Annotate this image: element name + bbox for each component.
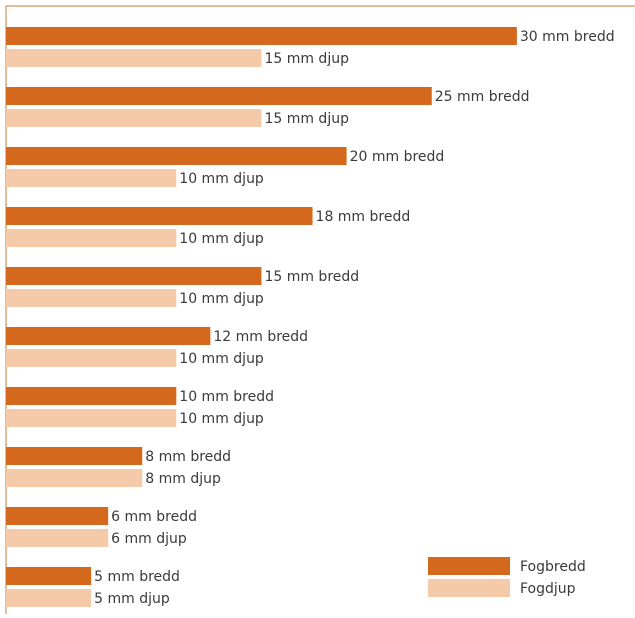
data-label-fogdjup-10: 5 mm djup: [94, 591, 170, 607]
data-label-fogbredd-7: 10 mm bredd: [179, 389, 274, 405]
data-label-fogdjup-9: 6 mm djup: [111, 531, 187, 547]
bar-fogdjup-7: [6, 409, 177, 427]
data-label-fogdjup-8: 8 mm djup: [145, 471, 221, 487]
bar-fogbredd-4: [6, 207, 313, 225]
data-label-fogbredd-4: 18 mm bredd: [316, 209, 411, 225]
legend-swatch-fogdjup: [428, 579, 510, 597]
bar-group: 30 mm bredd 15 mm djup 25 mm bredd 15 mm dj…: [6, 27, 615, 607]
data-label-fogdjup-7: 10 mm djup: [179, 411, 264, 427]
data-label-fogbredd-2: 25 mm bredd: [435, 89, 530, 105]
bar-fogbredd-2: [6, 87, 432, 105]
bar-fogdjup-9: [6, 529, 109, 547]
bar-fogbredd-5: [6, 267, 262, 285]
bar-fogdjup-6: [6, 349, 177, 367]
bar-fogdjup-4: [6, 229, 177, 247]
bar-fogbredd-1: [6, 27, 517, 45]
legend-label-fogbredd: Fogbredd: [520, 559, 586, 575]
data-label-fogdjup-3: 10 mm djup: [179, 171, 264, 187]
legend: Fogbredd Fogdjup: [428, 557, 586, 597]
bar-fogdjup-10: [6, 589, 92, 607]
data-label-fogbredd-5: 15 mm bredd: [264, 269, 359, 285]
bar-fogbredd-7: [6, 387, 177, 405]
data-label-fogdjup-2: 15 mm djup: [264, 111, 349, 127]
data-label-fogbredd-8: 8 mm bredd: [145, 449, 231, 465]
data-label-fogdjup-1: 15 mm djup: [264, 51, 349, 67]
data-label-fogbredd-9: 6 mm bredd: [111, 509, 197, 525]
data-label-fogdjup-6: 10 mm djup: [179, 351, 264, 367]
data-label-fogbredd-10: 5 mm bredd: [94, 569, 180, 585]
bar-fogbredd-10: [6, 567, 92, 585]
bar-fogdjup-5: [6, 289, 177, 307]
legend-swatch-fogbredd: [428, 557, 510, 575]
bar-fogdjup-3: [6, 169, 177, 187]
legend-label-fogdjup: Fogdjup: [520, 581, 576, 597]
bar-fogdjup-2: [6, 109, 262, 127]
data-label-fogbredd-1: 30 mm bredd: [520, 29, 615, 45]
bar-fogbredd-9: [6, 507, 109, 525]
data-label-fogdjup-5: 10 mm djup: [179, 291, 264, 307]
bar-fogbredd-8: [6, 447, 143, 465]
bar-fogdjup-1: [6, 49, 262, 67]
data-label-fogbredd-3: 20 mm bredd: [350, 149, 445, 165]
bar-fogbredd-6: [6, 327, 211, 345]
bar-fogdjup-8: [6, 469, 143, 487]
data-label-fogbredd-6: 12 mm bredd: [213, 329, 308, 345]
data-label-fogdjup-4: 10 mm djup: [179, 231, 264, 247]
bar-fogbredd-3: [6, 147, 347, 165]
